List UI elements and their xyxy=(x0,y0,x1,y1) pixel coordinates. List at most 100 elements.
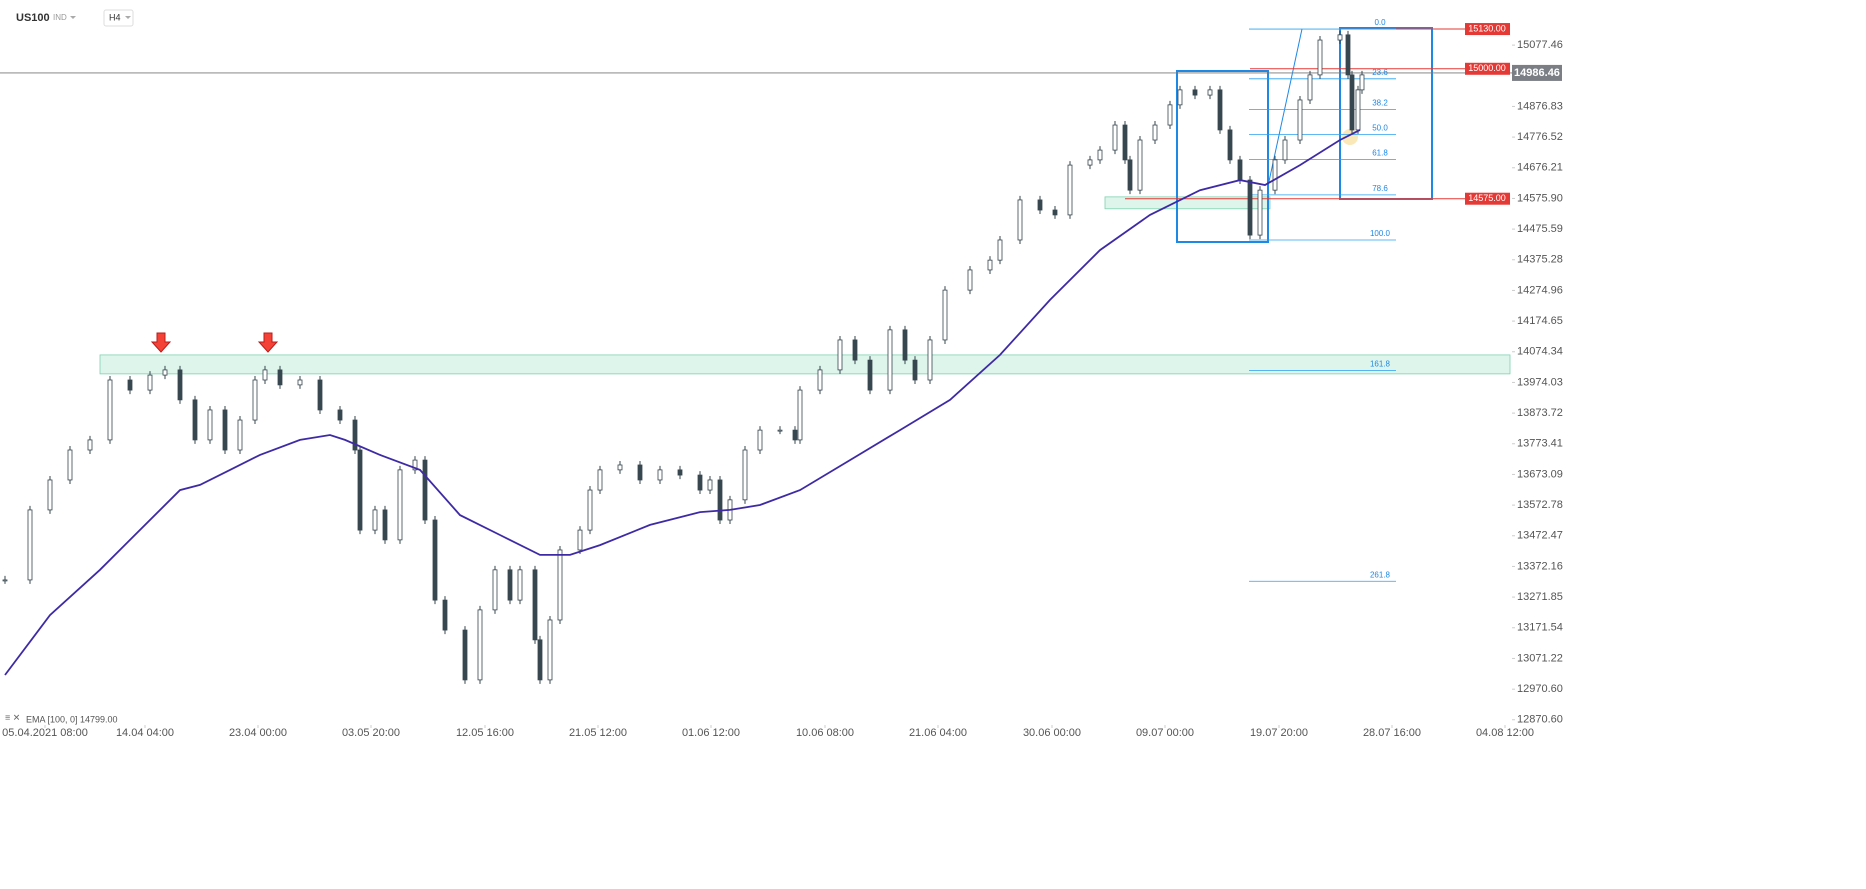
candle xyxy=(1137,139,1143,191)
level-label: 15130.00 xyxy=(1468,23,1506,33)
candle xyxy=(1217,89,1223,131)
fib-label: 0.0 xyxy=(1374,18,1386,27)
candle xyxy=(492,569,498,611)
candle xyxy=(587,489,593,531)
candle xyxy=(677,469,683,476)
candle xyxy=(912,359,918,381)
fib-label: 161.8 xyxy=(1370,359,1391,368)
candle xyxy=(352,419,358,451)
candle xyxy=(1359,74,1365,91)
candle xyxy=(1297,99,1303,141)
candle xyxy=(177,369,183,401)
x-tick-label: 19.07 20:00 xyxy=(1250,727,1308,739)
y-tick-label: 12970.60 xyxy=(1517,683,1563,695)
y-tick-label: 14575.90 xyxy=(1517,192,1563,204)
y-tick-label: 13873.72 xyxy=(1517,407,1563,419)
candle xyxy=(27,509,33,581)
x-tick-label: 03.05 20:00 xyxy=(342,727,400,739)
candle xyxy=(1337,34,1343,41)
fib-label: 78.6 xyxy=(1372,184,1388,193)
candle xyxy=(237,419,243,451)
candle xyxy=(422,459,428,521)
candle xyxy=(817,369,823,391)
candle xyxy=(382,509,388,541)
fib-label: 50.0 xyxy=(1372,124,1388,133)
timeframe[interactable]: H4 xyxy=(109,12,121,22)
candle xyxy=(1097,149,1103,161)
candle xyxy=(1067,164,1073,216)
candle xyxy=(717,479,723,521)
candle xyxy=(297,379,303,386)
level-label: 15000.00 xyxy=(1468,63,1506,73)
indicator-icon[interactable]: ≡ ✕ xyxy=(5,712,20,722)
candle xyxy=(997,239,1003,261)
fib-label: 100.0 xyxy=(1370,229,1391,238)
y-tick-label: 15077.46 xyxy=(1517,39,1563,51)
y-tick-label: 14776.52 xyxy=(1517,131,1563,143)
x-tick-label: 04.08 12:00 xyxy=(1476,727,1534,739)
y-tick-label: 13472.47 xyxy=(1517,530,1563,542)
candle xyxy=(147,374,153,391)
candle xyxy=(47,479,53,511)
candle xyxy=(707,479,713,491)
fib-label: 23.6 xyxy=(1372,68,1388,77)
candle xyxy=(262,369,268,381)
candle xyxy=(532,569,538,641)
y-tick-label: 13071.22 xyxy=(1517,652,1563,664)
candle xyxy=(987,259,993,271)
y-tick-label: 13372.16 xyxy=(1517,560,1563,572)
candle xyxy=(162,369,168,376)
candle xyxy=(757,429,763,451)
price-tag xyxy=(1512,64,1562,81)
candle xyxy=(1192,89,1198,96)
level-tag xyxy=(1465,62,1510,75)
market[interactable]: IND xyxy=(53,13,67,22)
candle xyxy=(222,409,228,451)
x-tick-label: 30.06 00:00 xyxy=(1023,727,1081,739)
candle xyxy=(1227,129,1233,161)
y-tick-label: 14375.28 xyxy=(1517,254,1563,266)
candle xyxy=(1307,74,1313,101)
level-tag xyxy=(1465,23,1510,36)
x-tick-label: 01.06 12:00 xyxy=(682,727,740,739)
candle xyxy=(442,599,448,631)
candle xyxy=(777,429,783,432)
candle xyxy=(557,549,563,621)
y-tick-label: 14475.59 xyxy=(1517,223,1563,235)
candle xyxy=(1317,39,1323,76)
candle xyxy=(1355,89,1361,131)
x-tick-label: 10.06 08:00 xyxy=(796,727,854,739)
candle xyxy=(1037,199,1043,211)
arrow-marker xyxy=(150,332,172,353)
timeframe-box[interactable] xyxy=(103,9,134,27)
candle xyxy=(537,639,543,681)
candle xyxy=(107,379,113,441)
candle xyxy=(1272,159,1278,191)
level-label: 14575.00 xyxy=(1468,193,1506,203)
candle xyxy=(1349,74,1355,131)
fib-label: 261.8 xyxy=(1370,570,1391,579)
candle xyxy=(317,379,323,411)
dropdown-icon xyxy=(125,16,131,19)
candle xyxy=(1207,89,1213,96)
candle xyxy=(1237,159,1243,181)
candle xyxy=(397,469,403,541)
candle xyxy=(697,474,703,491)
candle xyxy=(942,289,948,341)
candle xyxy=(657,469,663,481)
candle xyxy=(1127,159,1133,191)
x-tick-label: 14.04 04:00 xyxy=(116,727,174,739)
x-tick-label: 28.07 16:00 xyxy=(1363,727,1421,739)
x-tick-label: 12.05 16:00 xyxy=(456,727,514,739)
candle xyxy=(252,379,258,421)
level-tag xyxy=(1465,192,1510,205)
candle xyxy=(637,464,643,481)
y-tick-label: 14274.96 xyxy=(1517,284,1563,296)
indicator-value: 14799.00 xyxy=(80,714,118,724)
candle xyxy=(1112,124,1118,151)
candle xyxy=(837,339,843,371)
candle xyxy=(1152,124,1158,141)
candle xyxy=(2,579,8,582)
current-price: 14986.46 xyxy=(1514,67,1560,79)
